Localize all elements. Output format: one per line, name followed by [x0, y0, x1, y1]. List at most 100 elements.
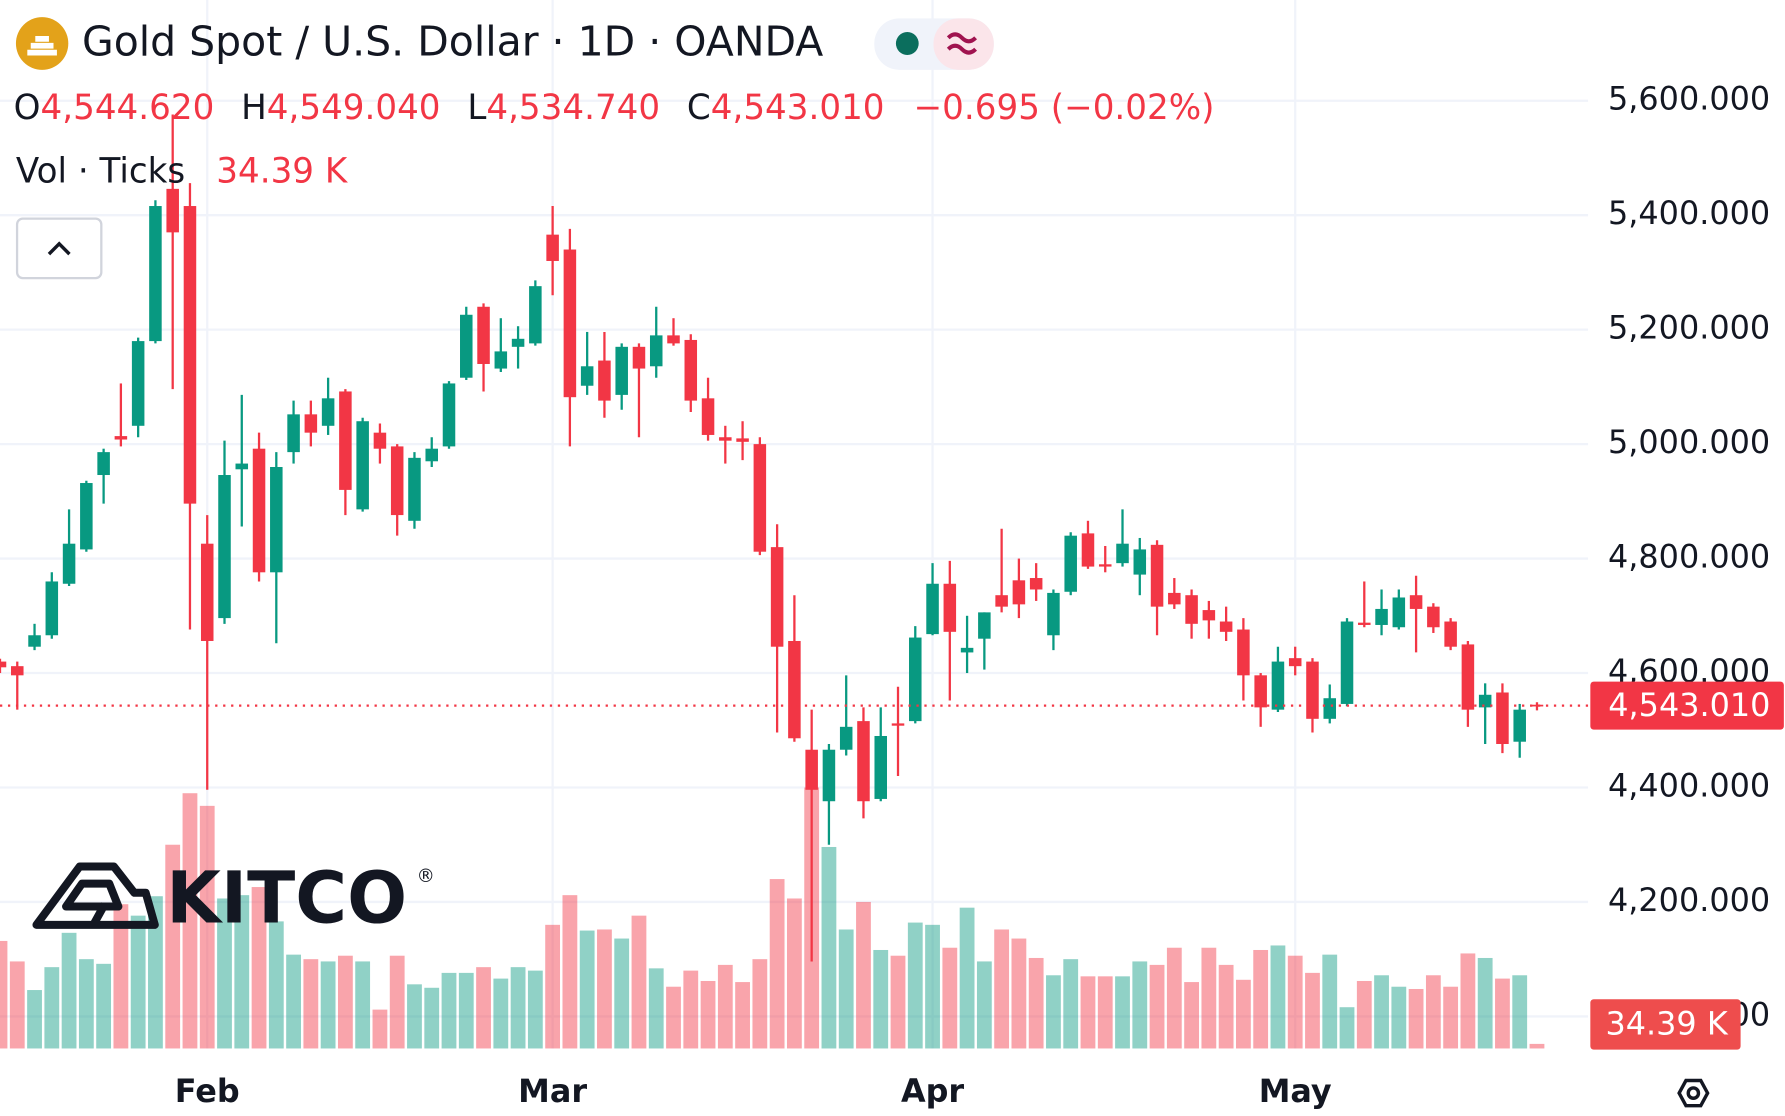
volume-bar	[510, 967, 526, 1049]
volume-bar	[1063, 959, 1079, 1049]
candle-body	[839, 726, 853, 750]
volume-bar	[441, 972, 457, 1049]
volume-bar	[1149, 964, 1165, 1049]
volume-bar	[1339, 1007, 1355, 1049]
candle-body	[891, 723, 905, 726]
watermark: KITCO ®	[32, 856, 435, 940]
candle-body	[1340, 621, 1354, 704]
volume-bar	[786, 898, 802, 1049]
x-tick-label: May	[1259, 1072, 1332, 1110]
candle-body	[1064, 535, 1077, 592]
candle-body	[736, 438, 749, 442]
settings-button[interactable]	[1677, 1078, 1710, 1108]
volume-bar	[1097, 976, 1113, 1049]
volume-bar	[597, 929, 612, 1049]
close-value: 4,543.010	[711, 87, 885, 127]
close-key: C	[687, 87, 711, 127]
candle-body	[546, 234, 559, 261]
volume-bar	[856, 901, 871, 1049]
low-key: L	[467, 87, 486, 127]
candle-body	[857, 721, 870, 802]
candle-body	[615, 346, 628, 395]
volume-bar	[0, 940, 8, 1049]
candle-body	[321, 398, 335, 426]
candle-body	[408, 457, 421, 521]
candle-body	[235, 463, 249, 470]
candle-body	[442, 383, 456, 447]
candle-body	[183, 206, 197, 504]
volume-bar	[752, 959, 768, 1049]
candles	[0, 114, 1544, 962]
candle-body	[11, 666, 24, 676]
kitco-icon	[32, 862, 159, 929]
candle-body	[909, 637, 922, 722]
volume-bar	[735, 982, 750, 1049]
candle-body	[131, 341, 145, 426]
volume-bar	[234, 895, 250, 1049]
volume-bar	[61, 932, 77, 1049]
candle-body	[1116, 543, 1129, 564]
open-key: O	[14, 87, 41, 127]
candle-body	[926, 583, 939, 635]
candle-body	[788, 640, 801, 739]
candle-body	[1288, 658, 1302, 667]
candle-body	[943, 583, 957, 632]
volume-bar	[527, 970, 543, 1049]
volume-bar	[717, 964, 733, 1049]
candle-body	[1150, 544, 1164, 607]
volume-bar	[113, 904, 129, 1049]
volume-bar	[1287, 955, 1303, 1049]
volume-bar	[838, 929, 854, 1049]
volume-bar	[130, 915, 146, 1049]
volume-pane	[0, 787, 1545, 1049]
candle-body	[563, 249, 577, 398]
candle-body	[149, 206, 162, 342]
volume-bar	[355, 961, 371, 1049]
candle-body	[1478, 694, 1492, 708]
volume-bar	[320, 961, 336, 1049]
volume-bar	[1443, 986, 1459, 1049]
candle-body	[390, 446, 404, 516]
volume-bar	[1512, 975, 1528, 1049]
volume-bar	[1391, 986, 1407, 1049]
candle-body	[684, 339, 698, 401]
candle-body	[1461, 644, 1475, 710]
candle-body	[632, 346, 646, 369]
open-value: 4,544.620	[41, 87, 215, 127]
volume-bar	[1253, 949, 1269, 1049]
candle-body	[62, 543, 76, 584]
settings-hexagon	[1677, 1078, 1710, 1108]
candle-body	[1530, 704, 1544, 707]
volume-bar	[1460, 953, 1476, 1049]
candle-body	[1081, 533, 1095, 567]
collapse-button[interactable]	[15, 217, 103, 280]
volume-bar	[458, 972, 474, 1049]
volume-bar	[303, 959, 319, 1049]
candle-body	[45, 581, 59, 636]
candle-body	[511, 338, 525, 347]
volume-bar	[648, 968, 664, 1049]
volume-bar	[821, 846, 837, 1049]
candle-body	[995, 595, 1008, 607]
candle-body	[80, 483, 93, 550]
candle-body	[97, 452, 110, 476]
volume-bar	[873, 949, 889, 1049]
volume-bar	[1218, 964, 1234, 1049]
candle-body	[287, 414, 300, 453]
volume-bar	[614, 938, 630, 1049]
volume-bar	[925, 924, 940, 1049]
candle-body	[356, 421, 369, 510]
volume-bar	[1011, 938, 1027, 1049]
y-tick-label: 5,600.000	[1608, 80, 1770, 118]
volume-bar	[493, 978, 509, 1049]
candle-body	[1202, 610, 1216, 621]
volume-bar	[1529, 1043, 1545, 1049]
volume-bar	[1201, 947, 1217, 1049]
candle-body	[1323, 698, 1337, 719]
volume-bar	[1374, 975, 1389, 1049]
overlay: 4,000.0004,200.0004,400.0004,600.0004,80…	[0, 80, 1784, 1110]
ohlc-legend: O4,544.620 H4,549.040 L4,534.740 C4,543.…	[14, 87, 1215, 127]
candle-body	[667, 335, 680, 344]
